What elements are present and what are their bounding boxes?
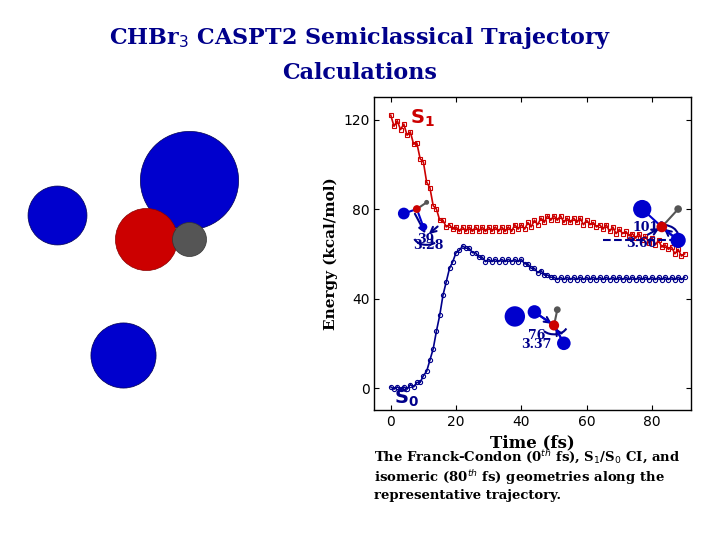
Text: C: C: [141, 232, 151, 246]
Text: 3.28: 3.28: [413, 239, 444, 252]
Text: $\mathbf{S_1}$: $\mathbf{S_1}$: [410, 108, 435, 130]
Point: [51, 210, 63, 219]
Point: [552, 306, 563, 314]
X-axis label: Time (fs): Time (fs): [490, 435, 575, 452]
Text: Br(2): Br(2): [43, 210, 71, 220]
Text: The Franck-Condon (0$^{th}$ fs), S$_1$/S$_0$ CI, and
isomeric (80$^{th}$ fs) geo: The Franck-Condon (0$^{th}$ fs), S$_1$/S…: [374, 448, 681, 502]
Point: [184, 235, 195, 244]
Text: Calculations: Calculations: [282, 62, 438, 84]
Point: [140, 235, 152, 244]
Text: 3.37: 3.37: [521, 338, 552, 351]
Point: [636, 205, 648, 213]
Text: 76: 76: [528, 329, 545, 342]
Text: 39: 39: [417, 233, 434, 246]
Point: [411, 205, 423, 213]
Text: 101°: 101°: [632, 221, 665, 234]
Text: 3.66: 3.66: [626, 237, 656, 250]
Point: [418, 222, 429, 231]
Text: CHBr$_3$ CASPT2 Semiclassical Trajectory: CHBr$_3$ CASPT2 Semiclassical Trajectory: [109, 25, 611, 51]
Point: [672, 205, 684, 213]
Point: [672, 236, 684, 245]
Point: [117, 351, 129, 360]
Text: Br(1): Br(1): [171, 173, 207, 186]
Text: Br(3): Br(3): [109, 350, 137, 360]
Point: [509, 312, 521, 321]
Point: [656, 222, 667, 231]
Point: [528, 308, 540, 316]
Text: H: H: [185, 234, 194, 244]
Point: [421, 198, 433, 207]
Point: [558, 339, 570, 348]
Point: [548, 321, 559, 330]
Point: [184, 175, 195, 184]
Text: $\mathbf{S_0}$: $\mathbf{S_0}$: [394, 388, 419, 409]
Y-axis label: Energy (kcal/mol): Energy (kcal/mol): [323, 178, 338, 330]
Point: [398, 209, 410, 218]
